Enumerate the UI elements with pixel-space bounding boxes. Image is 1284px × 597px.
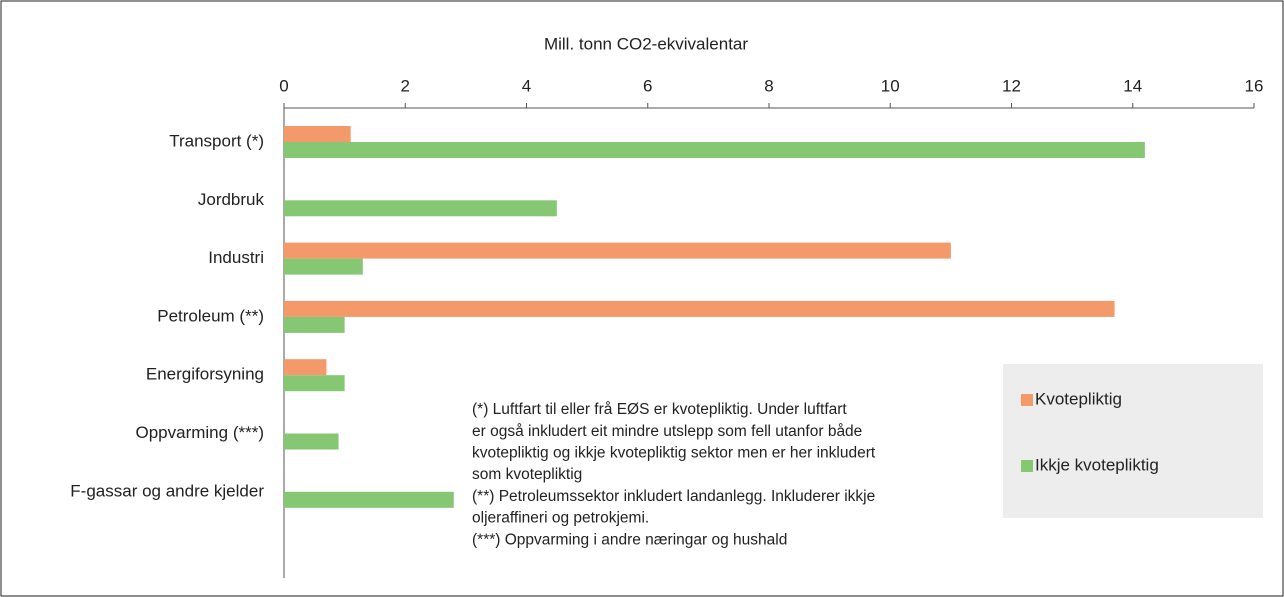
y-tick-label: Transport (*) xyxy=(169,131,264,150)
bar xyxy=(284,142,1145,158)
y-tick-label: Energiforsyning xyxy=(146,365,264,384)
bar xyxy=(284,258,363,275)
bar xyxy=(284,433,339,450)
y-tick-label: Petroleum (**) xyxy=(157,306,264,325)
footnote: kvotepliktig og ikkje kvotepliktig sekto… xyxy=(472,444,876,461)
x-tick-label: 2 xyxy=(401,76,410,95)
bar xyxy=(284,300,1115,317)
bar xyxy=(284,242,951,259)
y-tick-label: F-gassar og andre kjelder xyxy=(70,481,264,500)
bar xyxy=(284,491,454,508)
legend-swatch xyxy=(1021,460,1033,472)
bar xyxy=(284,316,345,333)
footnote: (***) Oppvarming i andre næringar og hus… xyxy=(472,531,787,548)
bar xyxy=(284,359,327,376)
footnote: som kvotepliktig xyxy=(472,466,582,483)
x-tick-label: 6 xyxy=(643,76,652,95)
x-tick-label: 12 xyxy=(1002,76,1021,95)
legend-label: Kvotepliktig xyxy=(1035,389,1122,408)
x-axis-title: Mill. tonn CO2-ekvivalentar xyxy=(544,34,748,53)
y-tick-label: Oppvarming (***) xyxy=(136,423,265,442)
footnote: er også inkludert eit mindre utslepp som… xyxy=(472,423,862,440)
legend-box xyxy=(1003,364,1263,518)
bar xyxy=(284,200,557,217)
legend-swatch xyxy=(1021,394,1033,406)
footnote: oljeraffineri og petrokjemi. xyxy=(472,510,649,527)
y-tick-label: Industri xyxy=(208,248,264,267)
x-tick-label: 4 xyxy=(522,76,531,95)
y-tick-label: Jordbruk xyxy=(198,190,265,209)
footnote: (*) Luftfart til eller frå EØS er kvotep… xyxy=(472,401,847,418)
bar xyxy=(284,375,345,392)
x-tick-label: 14 xyxy=(1123,76,1142,95)
legend-label: Ikkje kvotepliktig xyxy=(1035,455,1159,474)
x-tick-label: 16 xyxy=(1245,76,1264,95)
x-tick-label: 8 xyxy=(764,76,773,95)
footnote: (**) Petroleumssektor inkludert landanle… xyxy=(472,488,875,505)
bar xyxy=(284,126,351,142)
x-tick-label: 10 xyxy=(881,76,900,95)
x-tick-label: 0 xyxy=(279,76,288,95)
